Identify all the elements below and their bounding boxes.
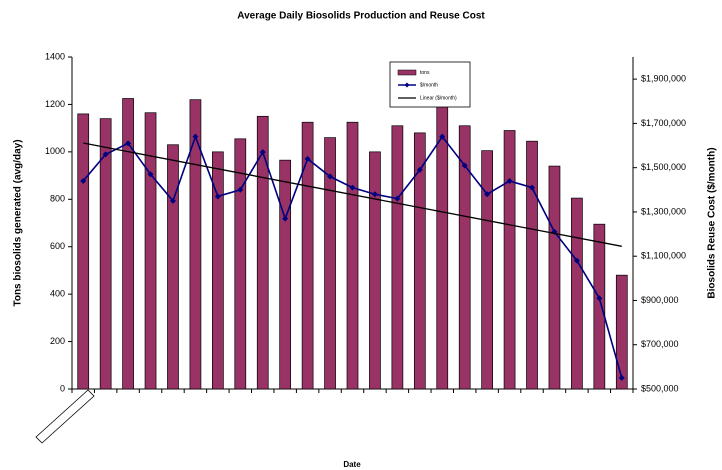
bar (526, 140, 538, 390)
y2-axis-title: Biosolids Reuse Cost ($/month) (707, 147, 718, 298)
bar (301, 121, 314, 390)
cost-marker (349, 184, 356, 191)
bar (279, 159, 292, 390)
y2-tick-label: $1,700,000 (641, 118, 686, 128)
bar (413, 132, 426, 390)
cost-marker (394, 195, 401, 202)
x-axis-title: Date (343, 460, 361, 469)
bar (458, 125, 471, 390)
bar (77, 113, 90, 390)
cost-marker (304, 155, 311, 162)
cost-marker (529, 184, 536, 191)
bar (548, 165, 561, 390)
y2-tick-label: $1,900,000 (641, 74, 686, 84)
cost-marker (169, 197, 176, 204)
bar (167, 144, 179, 390)
bar (324, 137, 336, 390)
y2-tick-label: $900,000 (641, 295, 679, 305)
bar (503, 130, 516, 390)
y-tick-label: 0 (60, 383, 65, 393)
cost-marker (327, 173, 334, 180)
cost-marker (416, 166, 423, 173)
legend-swatch (397, 69, 417, 76)
bar (212, 151, 224, 390)
bar (346, 121, 359, 390)
bar (571, 197, 583, 390)
bar (234, 138, 247, 390)
legend-label: $/month (420, 82, 438, 88)
bar (481, 150, 493, 390)
bar (99, 118, 112, 390)
y2-tick-label: $700,000 (641, 339, 679, 349)
legend-label: Linear ($/month) (420, 95, 457, 101)
cost-marker (102, 151, 109, 158)
legend-swatch (404, 82, 410, 88)
y2-tick-label: $1,500,000 (641, 162, 686, 172)
trend-line (83, 142, 622, 247)
bar (122, 98, 134, 390)
cost-marker (282, 215, 289, 222)
bar (615, 274, 628, 390)
bar (391, 125, 404, 390)
cost-marker (214, 193, 221, 200)
cost-marker (506, 177, 513, 184)
y-tick-label: 800 (50, 194, 65, 204)
y-axis-title: Tons biosolids generated (avg/day) (13, 139, 24, 306)
y2-tick-label: $500,000 (641, 383, 679, 393)
cost-marker (80, 177, 87, 184)
cost-marker (125, 140, 132, 147)
cost-marker (484, 191, 491, 198)
legend-label: tons (420, 70, 430, 76)
bar (189, 99, 202, 390)
cost-marker (439, 133, 446, 140)
cost-marker (259, 149, 266, 156)
y-tick-label: 400 (50, 289, 65, 299)
bar (593, 223, 606, 390)
y-tick-label: 1000 (45, 146, 65, 156)
y-tick-label: 600 (50, 241, 65, 251)
cost-marker (147, 171, 154, 178)
y-tick-label: 1200 (45, 99, 65, 109)
y-tick-label: 1400 (45, 51, 65, 61)
cost-marker (461, 162, 468, 169)
cost-marker (237, 186, 244, 193)
bar (436, 105, 449, 390)
y-tick-label: 200 (50, 336, 65, 346)
bar (369, 151, 381, 390)
bar (144, 112, 157, 390)
bar (256, 115, 269, 390)
chart-title: Average Daily Biosolids Production and R… (237, 11, 485, 22)
cost-marker (573, 257, 580, 264)
y2-tick-label: $1,100,000 (641, 251, 686, 261)
cost-marker (371, 191, 378, 198)
cost-marker (192, 133, 199, 140)
cost-marker (596, 295, 603, 302)
y2-tick-label: $1,300,000 (641, 206, 686, 216)
cost-marker (618, 374, 625, 381)
date-label-box (35, 389, 95, 444)
